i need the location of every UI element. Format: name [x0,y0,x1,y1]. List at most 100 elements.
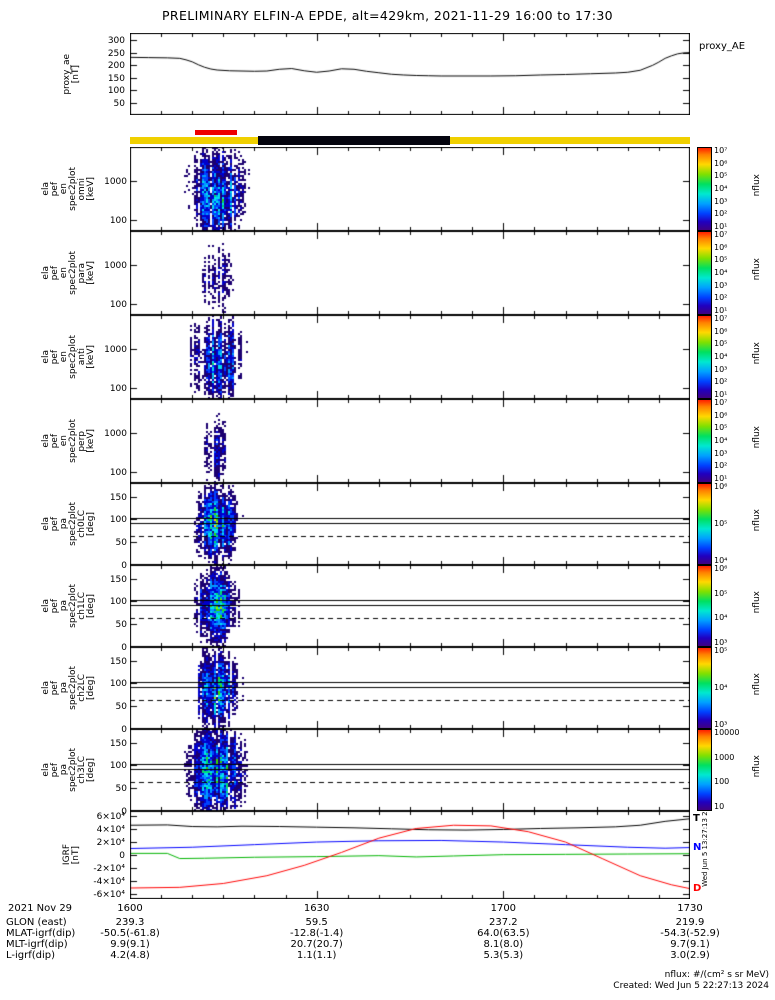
ytick-label: -4×10⁴ [93,876,125,887]
created-timestamp: Created: Wed Jun 5 22:27:13 2024 [613,981,769,991]
ytick-label: 100 [109,761,127,772]
panel-canvas-en_omni [130,147,690,231]
panel-en_perp [130,399,690,483]
ytick-label: 100 [109,515,127,526]
panel-canvas-pa_ch2 [130,647,690,729]
ylabel-line: [keV] [86,261,96,285]
colorbar-en_para [697,231,712,315]
annotation-value: 20.7(20.7) [290,939,343,950]
panel-canvas-en_perp [130,399,690,483]
colorbar-tick: 10 [714,802,725,811]
annotation-value: 9.7(9.1) [670,939,710,950]
colorbar-pa_ch1 [697,565,712,647]
ytick-label: 150 [109,738,127,749]
panel-igrf [130,811,690,899]
panel-canvas-pa_ch1 [130,565,690,647]
colorbar-label: nflux [752,509,762,532]
colorbar-tick: 10⁶ [714,564,728,573]
colorbar-tick: 10⁵ [714,646,728,655]
colorbar-tick: 10¹ [714,306,728,315]
ytick-label: 0 [119,851,125,861]
colorbar-tick: 10⁶ [714,410,728,420]
colorbar-en_anti [697,315,712,399]
colorbar-label: nflux [752,174,762,197]
ytick-label: 50 [115,702,127,713]
ytick-label: 1000 [104,429,127,440]
ylabel-line: [deg] [86,512,96,536]
panel-canvas-igrf [130,811,690,899]
ytick-label: 50 [115,538,127,549]
colorbar-label: nflux [752,755,762,778]
colorbar-tick: 10³ [714,280,728,290]
colorbar-pa_ch0 [697,483,712,565]
annotation-value: -12.8(-1.4) [290,928,344,939]
annotation-row-label: GLON (east) [6,917,67,928]
ytick-label: -2×10⁴ [93,863,125,874]
colorbar-tick: 10² [714,461,728,471]
side-timestamp: Wed Jun 5 13:27:13 2024 [701,798,709,887]
series-label-T: T [693,812,700,824]
right-label-proxy_ae: proxy_AE [699,41,746,52]
colorbar-tick: 10⁵ [714,255,728,265]
colorbar-tick: 10² [714,377,728,387]
colorbar-tick: 10⁶ [714,482,728,491]
annotation-value: 239.3 [115,917,145,928]
colorbar-tick: 10⁵ [714,519,728,528]
colorbar-tick: 10⁶ [714,242,728,252]
annotation-value: 3.0(2.9) [670,950,710,961]
colorbar-pa_ch3 [697,729,712,811]
ytick-label: 0 [121,561,127,571]
annotation-value: 5.3(5.3) [483,950,524,961]
panel-canvas-pa_ch3 [130,729,690,811]
colorbar-tick: 10⁷ [714,230,728,239]
colorbar-tick: 1000 [714,752,735,762]
colorbar-tick: 10⁶ [714,158,728,168]
ytick-label: 100 [109,679,127,690]
colorbar-tick: 10⁴ [714,556,728,565]
colorbar-tick: 10000 [714,728,740,737]
ylabel-line: [deg] [86,758,96,782]
colorbar-tick: 10³ [714,638,728,647]
ytick-label: 100 [109,467,127,478]
ytick-label: 100 [109,299,127,310]
colorbar-tick: 10⁴ [714,436,728,445]
panel-pa_ch0 [130,483,690,565]
ytick-label: 2×10⁴ [96,838,125,849]
colorbar-en_perp [697,399,712,483]
annotation-value: 9.9(9.1) [110,939,150,950]
annotation-value: 1.1(1.1) [296,950,337,961]
ytick-label: 150 [109,574,127,585]
colorbar-tick: 10¹ [714,390,728,399]
ytick-label: 1000 [104,261,127,272]
annotation-row-label: MLT-igrf(dip) [6,939,68,950]
xtick-label-1600: 1600 [117,903,143,914]
orbit-bar-red-segment [194,130,237,135]
ylabel-line: [deg] [86,676,96,700]
ylabel-pa_ch1: ela pef pa spec2plot ch1LC [deg] [41,565,96,647]
colorbar-tick: 10⁵ [714,423,728,433]
ylabel-en_omni: ela pef en spec2plot omni [keV] [41,147,96,231]
panel-proxy_ae [130,33,690,115]
colorbar-tick: 10³ [714,720,728,729]
ylabel-line: [keV] [86,429,96,453]
ylabel-pa_ch3: ela pef pa spec2plot ch3LC [deg] [41,729,96,811]
colorbar-tick: 10⁵ [714,171,728,181]
ytick-label: 0 [121,807,127,817]
colorbar-tick: 10⁴ [714,352,728,361]
colorbar-tick: 10⁴ [714,268,728,277]
annotation-value: -54.3(-52.9) [660,928,720,939]
colorbar-label: nflux [752,591,762,614]
panel-pa_ch3 [130,729,690,811]
annotation-row-label: MLAT-igrf(dip) [6,928,76,939]
ylabel-en_anti: ela pef en spec2plot anti [keV] [41,315,96,399]
ytick-label: 6×10⁴ [96,812,125,823]
panel-canvas-en_para [130,231,690,315]
panel-en_omni [130,147,690,231]
ytick-label: 250 [107,48,125,59]
ytick-label: -6×10⁴ [93,889,125,900]
annotation-value: 8.1(8.0) [483,939,524,950]
ylabel-pa_ch0: ela pef pa spec2plot ch0LC [deg] [41,483,96,565]
ylabel-proxy_ae: proxy_ae [nT] [55,33,81,115]
colorbar-tick: 10⁴ [714,683,728,692]
